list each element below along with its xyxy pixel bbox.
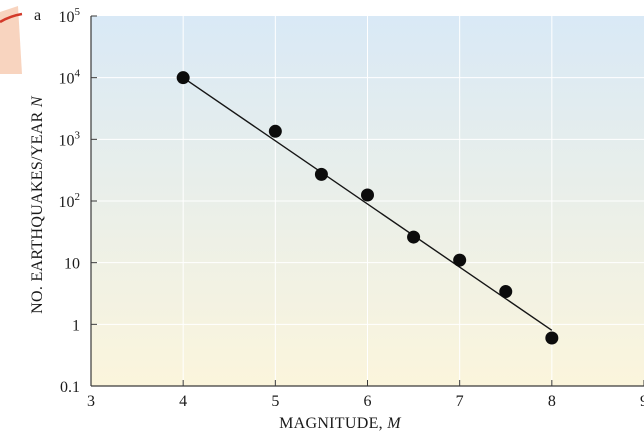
data-point xyxy=(499,285,513,299)
data-point xyxy=(361,188,374,202)
y-tick-label: 105 xyxy=(59,6,81,26)
x-tick-label: 8 xyxy=(548,393,556,410)
y-axis-variable: N xyxy=(29,95,46,108)
x-tick-label: 9 xyxy=(640,393,644,410)
data-point xyxy=(176,71,190,85)
y-tick-labels: 0.1 1 10 102 103 104 105 xyxy=(59,6,81,396)
axes xyxy=(90,15,644,387)
data-point xyxy=(545,331,559,345)
x-axis-variable: M xyxy=(386,415,402,432)
fit-line xyxy=(182,77,553,331)
x-tick-labels: 3 4 5 6 7 8 9 xyxy=(87,393,644,410)
panel-label: a xyxy=(34,7,41,24)
data-point xyxy=(407,230,421,244)
x-tick-label: 5 xyxy=(271,393,279,410)
x-tick-label: 6 xyxy=(364,393,372,410)
x-tick-label: 4 xyxy=(179,393,187,410)
data-point xyxy=(268,124,282,138)
x-tick-label: 7 xyxy=(456,393,464,410)
fit-line-group xyxy=(182,77,553,331)
corner-decoration xyxy=(0,6,23,74)
y-tick-label: 103 xyxy=(59,129,81,149)
data-point xyxy=(453,253,467,267)
y-tick-label: 102 xyxy=(59,191,81,211)
x-axis-title: MAGNITUDE, M xyxy=(279,415,402,432)
data-points xyxy=(176,71,559,345)
y-axis-title: NO. EARTHQUAKES/YEAR N xyxy=(29,95,46,314)
x-tick-label: 3 xyxy=(87,393,95,410)
y-tick-label: 1 xyxy=(72,317,80,334)
corner-shape xyxy=(0,6,22,74)
y-tick-label: 0.1 xyxy=(60,379,80,396)
corner-line xyxy=(0,12,23,24)
data-point xyxy=(314,167,328,181)
y-tick-label: 104 xyxy=(59,68,81,88)
y-tick-label: 10 xyxy=(64,256,80,273)
